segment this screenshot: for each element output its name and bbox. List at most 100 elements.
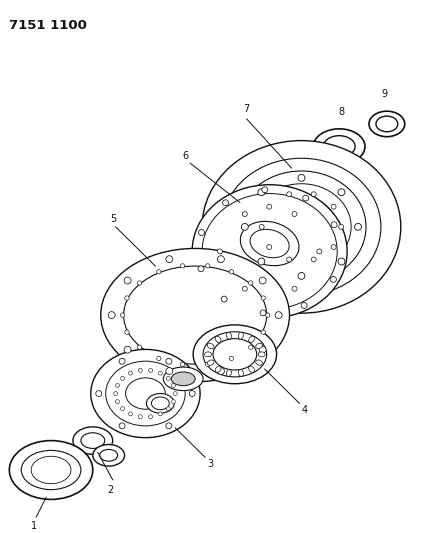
- Circle shape: [331, 204, 336, 209]
- Ellipse shape: [151, 397, 169, 410]
- Ellipse shape: [91, 350, 200, 438]
- Circle shape: [292, 286, 297, 291]
- Ellipse shape: [313, 129, 365, 164]
- Ellipse shape: [203, 332, 267, 377]
- Circle shape: [259, 346, 266, 353]
- Circle shape: [121, 313, 125, 317]
- Circle shape: [129, 371, 133, 375]
- Ellipse shape: [237, 171, 366, 282]
- Circle shape: [166, 407, 170, 410]
- Ellipse shape: [126, 378, 165, 409]
- Ellipse shape: [192, 185, 347, 318]
- Circle shape: [267, 245, 272, 249]
- Circle shape: [166, 376, 170, 381]
- Circle shape: [221, 296, 227, 302]
- Circle shape: [248, 345, 253, 350]
- Circle shape: [298, 272, 305, 279]
- Circle shape: [298, 174, 305, 181]
- Circle shape: [218, 249, 223, 254]
- Circle shape: [259, 224, 264, 229]
- Circle shape: [267, 204, 272, 209]
- Circle shape: [292, 212, 297, 216]
- Ellipse shape: [73, 427, 113, 454]
- Circle shape: [259, 277, 266, 284]
- Circle shape: [260, 310, 266, 316]
- Circle shape: [158, 371, 162, 375]
- Circle shape: [229, 270, 233, 274]
- Circle shape: [137, 281, 142, 285]
- Circle shape: [138, 415, 142, 418]
- Ellipse shape: [227, 369, 231, 376]
- Text: 4: 4: [302, 405, 308, 415]
- Circle shape: [287, 257, 292, 262]
- Ellipse shape: [101, 248, 290, 382]
- Ellipse shape: [280, 208, 323, 246]
- Ellipse shape: [81, 433, 105, 448]
- Circle shape: [199, 230, 205, 236]
- Circle shape: [303, 195, 309, 201]
- Circle shape: [266, 313, 270, 317]
- Ellipse shape: [249, 336, 254, 343]
- Text: 7: 7: [244, 104, 250, 114]
- Circle shape: [124, 277, 131, 284]
- Ellipse shape: [250, 229, 289, 258]
- Ellipse shape: [202, 193, 337, 309]
- Circle shape: [119, 358, 125, 364]
- Circle shape: [172, 384, 175, 387]
- Circle shape: [108, 312, 115, 319]
- Circle shape: [121, 407, 124, 410]
- Ellipse shape: [171, 372, 195, 386]
- Ellipse shape: [146, 393, 174, 413]
- Circle shape: [125, 296, 129, 300]
- Ellipse shape: [215, 336, 221, 343]
- Circle shape: [148, 415, 153, 418]
- Circle shape: [258, 258, 265, 265]
- Ellipse shape: [205, 352, 211, 357]
- Circle shape: [180, 362, 185, 367]
- Circle shape: [223, 200, 229, 206]
- Ellipse shape: [323, 136, 355, 157]
- Circle shape: [248, 281, 253, 285]
- Circle shape: [205, 362, 210, 367]
- Circle shape: [121, 376, 124, 381]
- Circle shape: [124, 346, 131, 353]
- Ellipse shape: [238, 369, 243, 376]
- Circle shape: [287, 192, 292, 197]
- Circle shape: [205, 264, 210, 268]
- Ellipse shape: [193, 325, 277, 384]
- Ellipse shape: [124, 266, 267, 364]
- Circle shape: [242, 286, 247, 291]
- Circle shape: [218, 256, 224, 263]
- Circle shape: [172, 400, 175, 403]
- Circle shape: [96, 391, 102, 397]
- Circle shape: [331, 245, 336, 249]
- Circle shape: [129, 412, 133, 416]
- Text: 6: 6: [182, 151, 188, 161]
- Circle shape: [115, 384, 119, 387]
- Ellipse shape: [256, 343, 263, 349]
- Circle shape: [338, 224, 344, 229]
- Circle shape: [311, 192, 316, 197]
- Circle shape: [115, 400, 119, 403]
- Circle shape: [137, 345, 142, 350]
- Text: 9: 9: [382, 90, 388, 100]
- Circle shape: [198, 266, 204, 272]
- Circle shape: [331, 222, 337, 228]
- Ellipse shape: [163, 367, 203, 391]
- Circle shape: [180, 264, 185, 268]
- Circle shape: [148, 368, 153, 373]
- Ellipse shape: [202, 141, 401, 313]
- Ellipse shape: [31, 456, 71, 484]
- Ellipse shape: [213, 338, 257, 370]
- Circle shape: [125, 330, 129, 334]
- Ellipse shape: [21, 450, 81, 490]
- Circle shape: [338, 189, 345, 196]
- Circle shape: [166, 256, 173, 263]
- Ellipse shape: [106, 361, 185, 426]
- Circle shape: [355, 223, 362, 230]
- Ellipse shape: [290, 217, 313, 237]
- Ellipse shape: [258, 352, 265, 357]
- Circle shape: [261, 330, 266, 334]
- Ellipse shape: [252, 184, 351, 270]
- Circle shape: [166, 423, 172, 429]
